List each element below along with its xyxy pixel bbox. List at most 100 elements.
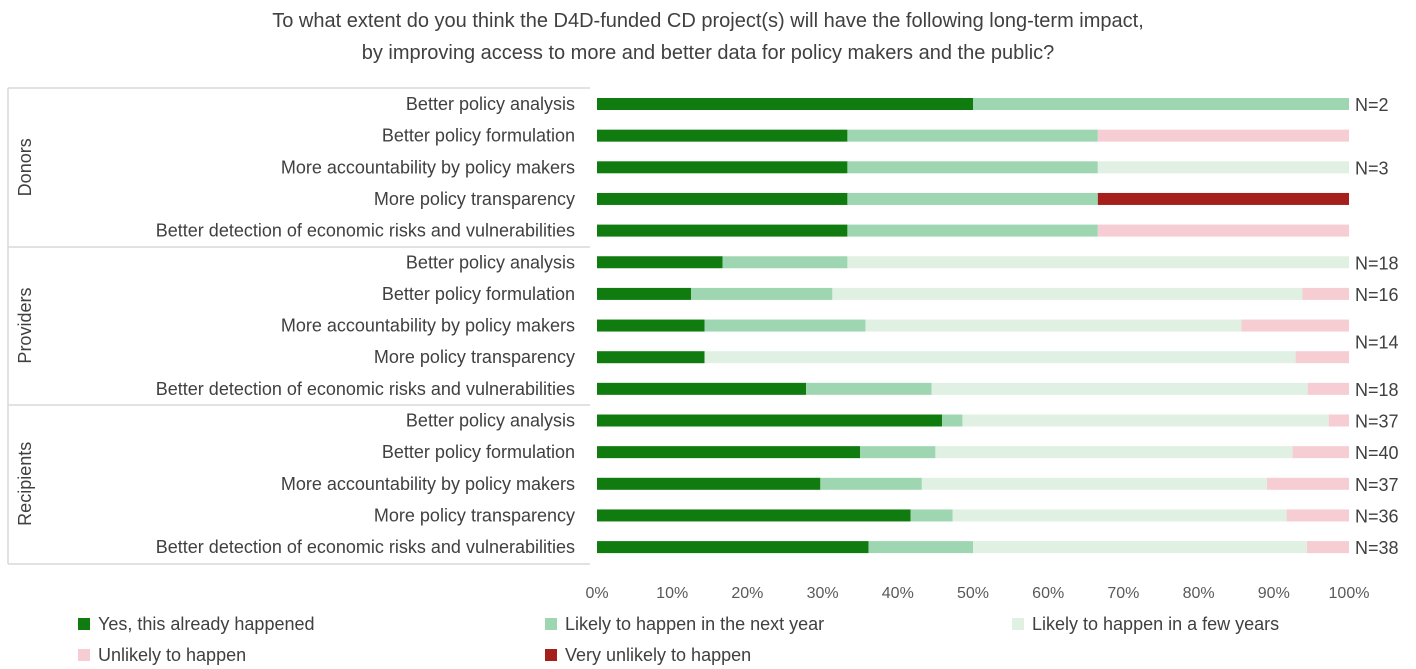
bar-segment [597, 351, 705, 364]
x-tick-label: 60% [1032, 585, 1064, 602]
sample-size-label: N=36 [1355, 506, 1399, 526]
bar-segment [910, 509, 953, 522]
bar-segment [597, 477, 821, 490]
bar-segment [1097, 224, 1349, 237]
x-tick-label: 0% [585, 585, 608, 602]
group-label: Donors [15, 138, 35, 196]
bar-segment [1292, 446, 1349, 459]
category-label: Better detection of economic risks and v… [156, 221, 575, 241]
bar-segment [820, 477, 922, 490]
sample-size-label: N=3 [1355, 158, 1389, 178]
bar-segment [597, 287, 691, 300]
sample-size-label: N=40 [1355, 443, 1399, 463]
group-label: Recipients [15, 442, 35, 526]
bar-segment [597, 192, 848, 205]
category-label: More policy transparency [374, 505, 575, 525]
sample-size-label: N=37 [1355, 412, 1399, 432]
sample-size-label: N=37 [1355, 475, 1399, 495]
legend-label: Likely to happen in the next year [565, 614, 824, 634]
category-label: Better policy formulation [382, 442, 575, 462]
bar-segment [597, 382, 807, 395]
bar-segment [597, 446, 861, 459]
x-tick-label: 70% [1107, 585, 1139, 602]
bar-segment [1328, 414, 1349, 427]
bar-segment [597, 98, 973, 110]
bar-segment [865, 319, 1242, 332]
sample-size-label: N=18 [1355, 380, 1399, 400]
category-label: More accountability by policy makers [281, 316, 575, 336]
category-label: Better detection of economic risks and v… [156, 379, 575, 399]
legend-swatch [545, 649, 557, 661]
chart-title-line-1: To what extent do you think the D4D-fund… [272, 10, 1144, 32]
bar-segment [935, 446, 1293, 459]
legend-label: Unlikely to happen [98, 645, 246, 665]
sample-size-label: N=16 [1355, 285, 1399, 305]
bar-segment [1097, 129, 1349, 142]
bar-segment [962, 414, 1329, 427]
bar-segment [597, 224, 848, 237]
bar-segment [597, 509, 911, 522]
legend-label: Very unlikely to happen [565, 645, 751, 665]
category-label: Better policy analysis [406, 252, 575, 272]
bar-segment [942, 414, 963, 427]
legend-swatch [78, 649, 90, 661]
x-tick-label: 80% [1183, 585, 1215, 602]
bar-segment [921, 477, 1268, 490]
category-label: More accountability by policy makers [281, 474, 575, 494]
category-label: More policy transparency [374, 347, 575, 367]
bar-segment [597, 319, 705, 332]
sample-size-label: N=38 [1355, 538, 1399, 558]
bar-segment [691, 287, 833, 300]
category-label: More accountability by policy makers [281, 157, 575, 177]
bar-segment [832, 287, 1303, 300]
bar-segment [860, 446, 936, 459]
legend-swatch [78, 618, 90, 630]
legend-label: Likely to happen in a few years [1032, 614, 1279, 634]
bar-segment [1295, 351, 1349, 364]
category-label: Better policy analysis [406, 411, 575, 431]
bar-segment [704, 351, 1296, 364]
bar-segment [973, 98, 1349, 110]
legend-swatch [545, 618, 557, 630]
chart-title-line-2: by improving access to more and better d… [361, 42, 1055, 64]
bar-segment [847, 161, 1098, 174]
bar-segment [868, 541, 973, 554]
category-label: Better detection of economic risks and v… [156, 537, 575, 557]
bar-segment [597, 129, 848, 142]
x-tick-label: 40% [882, 585, 914, 602]
bar-segment [847, 256, 1349, 269]
legend-label: Yes, this already happened [98, 614, 315, 634]
bar-segment [1097, 161, 1349, 174]
x-tick-label: 10% [656, 585, 688, 602]
bar-segment [847, 224, 1098, 237]
bar-segment [952, 509, 1287, 522]
sample-size-label: N=2 [1355, 95, 1389, 115]
x-tick-label: 100% [1329, 585, 1370, 602]
group-label: Providers [15, 288, 35, 364]
x-tick-label: 20% [731, 585, 763, 602]
bar-segment [597, 541, 869, 554]
bar-segment [722, 256, 848, 269]
bar-segment [806, 382, 932, 395]
bar-segment [1097, 192, 1349, 205]
bar-segment [931, 382, 1308, 395]
bar-segment [704, 319, 866, 332]
bar-segment [1302, 287, 1349, 300]
bar-segment [1307, 382, 1349, 395]
bar-segment [597, 161, 848, 174]
bar-segment [973, 541, 1307, 554]
sample-size-label: N=14 [1355, 332, 1399, 352]
x-tick-label: 50% [957, 585, 989, 602]
bar-segment [1241, 319, 1349, 332]
bar-segment [847, 129, 1098, 142]
category-label: Better policy analysis [406, 94, 575, 114]
bar-segment [1286, 509, 1349, 522]
sample-size-label: N=18 [1355, 253, 1399, 273]
legend-swatch [1012, 618, 1024, 630]
category-label: More policy transparency [374, 189, 575, 209]
bar-segment [597, 414, 943, 427]
bar-segment [1267, 477, 1349, 490]
bar-segment [1306, 541, 1349, 554]
